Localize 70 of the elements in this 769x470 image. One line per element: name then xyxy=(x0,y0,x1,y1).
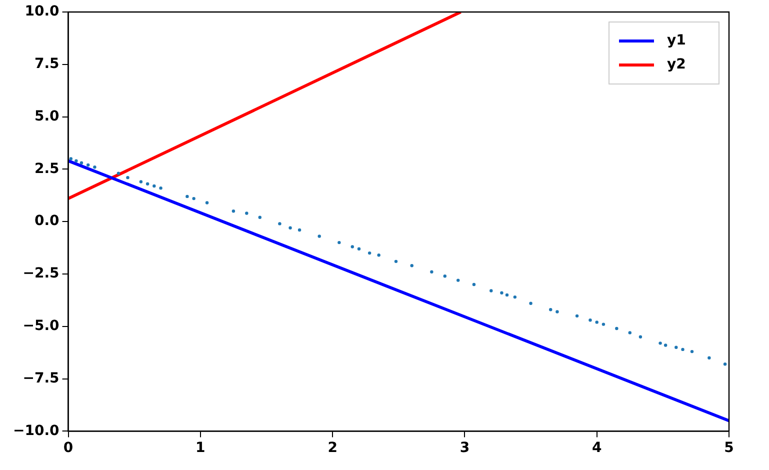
point xyxy=(658,342,662,345)
point xyxy=(278,222,282,226)
x-tick-label: 4 xyxy=(592,440,602,456)
point xyxy=(93,166,96,169)
point xyxy=(575,314,579,318)
x-tick-label: 2 xyxy=(328,440,338,456)
point xyxy=(288,226,292,230)
point xyxy=(628,331,632,334)
y-tick-label: 7.5 xyxy=(34,56,60,72)
point xyxy=(615,326,618,330)
point xyxy=(357,247,361,250)
point xyxy=(690,350,694,354)
point xyxy=(723,362,727,366)
point xyxy=(549,308,552,312)
y-tick-label: 0.0 xyxy=(34,213,60,230)
point xyxy=(205,201,209,204)
point xyxy=(394,260,398,264)
point xyxy=(377,254,380,257)
y-tick-label: −2.5 xyxy=(22,266,60,282)
y-tick-label: −5.0 xyxy=(22,318,60,334)
legend-label: y1 xyxy=(667,32,686,49)
point xyxy=(139,180,143,184)
point xyxy=(116,172,120,175)
point xyxy=(638,335,642,338)
point xyxy=(664,344,668,347)
point xyxy=(126,176,130,180)
point xyxy=(505,293,509,297)
y-tick-label: 10.0 xyxy=(24,4,60,20)
point xyxy=(186,194,189,198)
point xyxy=(80,161,84,165)
point xyxy=(152,184,156,188)
point xyxy=(350,245,354,248)
point xyxy=(146,182,150,186)
point xyxy=(443,274,446,278)
point xyxy=(588,318,592,322)
point xyxy=(674,346,678,349)
point xyxy=(86,163,90,167)
point xyxy=(500,291,504,294)
point xyxy=(430,270,434,274)
y-tick-label: −7.5 xyxy=(22,370,60,386)
x-tick-label: 3 xyxy=(460,440,470,456)
point xyxy=(595,320,598,324)
point xyxy=(318,234,321,238)
point xyxy=(368,251,372,255)
point xyxy=(602,322,606,326)
point xyxy=(258,216,262,220)
legend-label: y2 xyxy=(667,56,686,73)
point xyxy=(192,196,196,200)
point xyxy=(529,302,532,305)
point xyxy=(681,348,684,352)
point xyxy=(490,289,493,292)
point xyxy=(556,310,559,314)
x-tick-label: 5 xyxy=(724,440,734,456)
y-tick-label: 2.5 xyxy=(34,160,60,177)
x-tick-label: 1 xyxy=(196,440,206,456)
y-tick-label: 5.0 xyxy=(34,108,60,124)
point xyxy=(245,212,248,215)
y-tick-label: −10.0 xyxy=(12,422,60,439)
point xyxy=(472,282,476,286)
point xyxy=(232,210,236,213)
point xyxy=(298,228,302,232)
point xyxy=(338,240,341,244)
point xyxy=(74,159,78,162)
point xyxy=(456,278,460,282)
point xyxy=(708,356,711,360)
x-tick-label: 0 xyxy=(63,440,74,456)
point xyxy=(410,264,414,268)
point xyxy=(69,157,73,160)
point xyxy=(159,186,162,190)
point xyxy=(513,295,517,299)
